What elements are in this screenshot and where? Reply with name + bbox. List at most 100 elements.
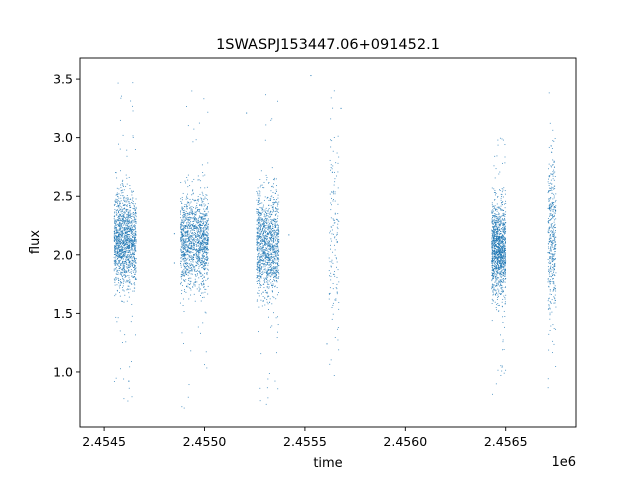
data-point [261,247,263,249]
data-point [201,284,202,286]
data-point [131,315,133,317]
data-point [124,256,126,258]
data-point [190,227,192,229]
data-point [123,221,125,223]
data-point [122,250,123,252]
data-point [184,238,186,240]
data-point [273,256,275,257]
data-point [205,252,207,254]
data-point [274,273,276,275]
data-point [276,238,278,240]
data-point [263,252,265,254]
data-point [127,288,129,290]
data-point [261,250,263,252]
data-point [500,374,502,376]
data-point [503,252,505,254]
data-point [118,246,119,248]
data-point [266,271,268,272]
data-point [276,281,278,283]
data-point [126,246,128,248]
data-point [186,249,188,251]
data-point [503,291,505,293]
data-point [184,232,186,234]
data-point [259,238,261,240]
data-point [185,273,187,275]
data-point [269,259,270,261]
data-point [265,257,266,259]
data-point [269,232,271,234]
data-point [125,224,127,226]
data-point [269,227,270,229]
data-point [204,174,206,176]
data-point [128,234,130,235]
data-point [259,232,261,234]
data-point [270,235,272,237]
data-point [193,237,195,239]
data-point [278,273,280,275]
data-point [124,220,126,222]
data-point [132,251,134,253]
data-point [121,209,123,211]
data-point [114,235,116,237]
data-point [184,257,186,259]
data-point [134,260,136,262]
data-point [180,281,182,283]
data-point [128,220,130,222]
data-point [493,293,495,295]
data-point [504,233,505,235]
data-point [491,244,493,246]
data-point [332,273,334,275]
data-point [121,232,123,234]
data-point [204,229,206,231]
data-point [128,296,130,298]
data-point [205,234,207,235]
data-point [499,274,501,276]
data-point [503,269,505,270]
data-point [131,238,133,240]
data-point [122,257,124,259]
data-point [188,213,190,215]
data-point [195,254,197,256]
data-point [500,237,502,239]
data-point [277,227,279,229]
data-point [186,227,188,229]
data-point [206,273,208,274]
data-point [203,285,205,287]
data-point [125,235,127,236]
data-point [267,244,269,246]
data-point [207,234,209,236]
data-point [120,256,122,258]
data-point [115,243,117,245]
data-point [115,262,116,264]
data-point [125,261,127,263]
data-point [206,186,208,188]
data-point [269,243,271,245]
data-point [185,216,187,218]
data-point [259,219,260,221]
data-point [264,263,266,265]
data-point [494,249,495,251]
data-point [115,254,117,256]
data-point [267,280,269,282]
data-point [117,200,119,202]
data-point [258,199,260,201]
data-point [186,216,188,218]
data-point [270,253,272,255]
data-point [275,244,277,245]
data-point [135,221,137,222]
data-point [120,170,121,172]
data-point [277,255,279,256]
data-point [331,233,333,235]
data-point [266,217,268,219]
data-point [198,288,200,290]
data-point [197,244,199,246]
data-point [188,272,190,274]
data-point [268,245,270,247]
data-point [133,262,135,264]
data-point [183,238,185,240]
data-point [332,233,334,235]
data-point [182,270,184,272]
data-point [260,213,262,215]
data-point [131,191,133,193]
data-point [182,274,184,276]
